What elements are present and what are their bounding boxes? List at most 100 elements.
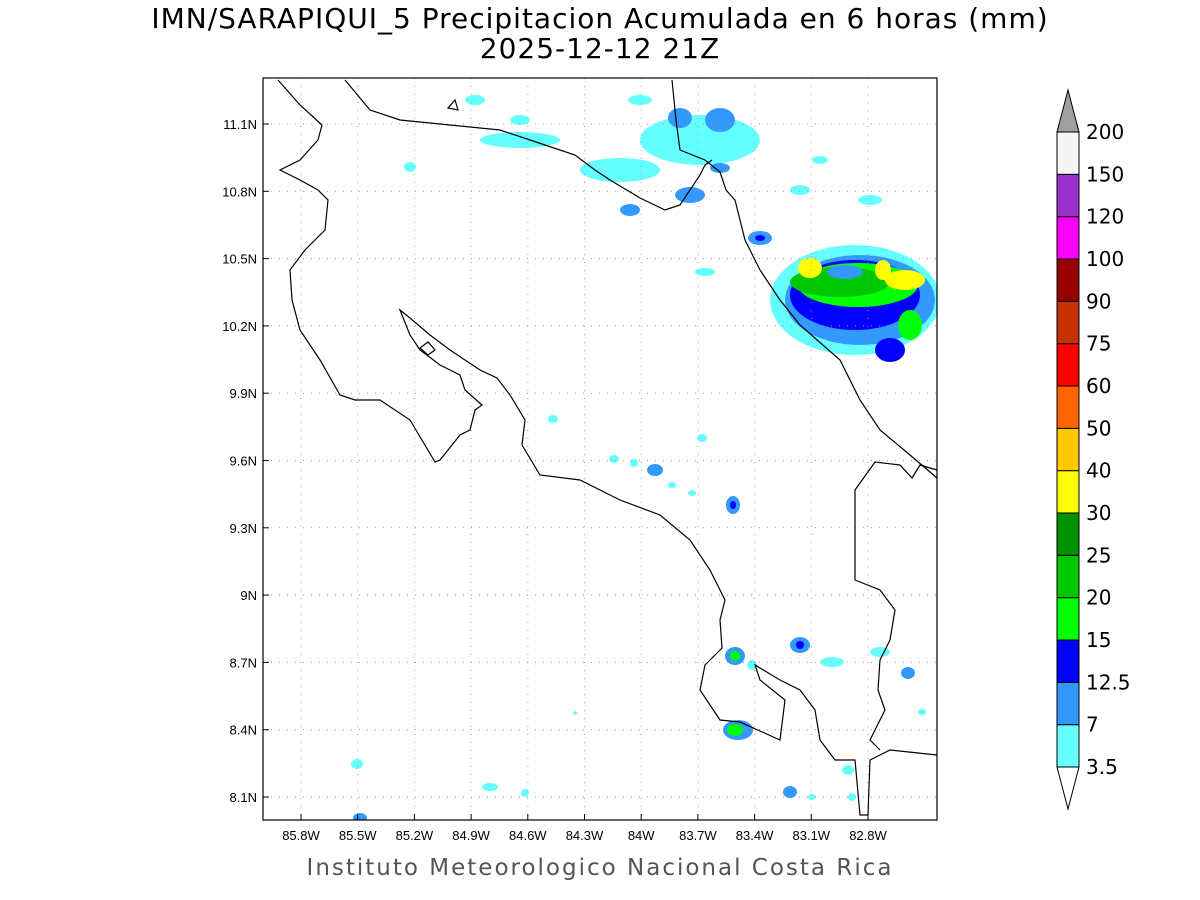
precipitation-area [827,265,863,279]
colorbar-swatch [1056,554,1080,599]
precipitation-area [870,647,890,657]
precipitation-area [858,195,882,205]
colorbar-label: 200 [1086,120,1124,144]
nicaragua-border [344,79,713,211]
colorbar-label: 3.5 [1086,755,1118,779]
colorbar-swatch [1056,512,1080,556]
x-tick-label: 83.4W [736,828,774,843]
colorbar-swatch [1056,639,1080,683]
colorbar-label: 7 [1086,713,1099,737]
colorbar-swatch [1056,258,1080,302]
x-tick-label: 83.1W [793,828,831,843]
y-tick-label: 10.5N [222,252,257,267]
caribbean-coastline [671,79,938,479]
colorbar-label: 25 [1086,543,1111,567]
y-tick-label: 9.9N [230,386,257,401]
colorbar-swatch [1056,470,1080,514]
colorbar-swatch [1056,724,1080,768]
panama-border [854,461,938,580]
y-tick-label: 11.1N [223,117,257,132]
precipitation-area [695,268,715,276]
colorbar-label: 100 [1086,247,1124,271]
colorbar-label: 60 [1086,374,1111,398]
precipitation-area [697,434,707,442]
x-tick-label: 83.7W [679,828,717,843]
colorbar-over-arrow [1056,88,1080,133]
colorbar-label: 90 [1086,289,1111,313]
precipitation-area [580,158,660,182]
grid-lines [263,78,937,820]
lake-outline [419,341,436,356]
colorbar-swatch [1056,131,1080,175]
y-tick-label: 8.1N [230,790,257,805]
precipitation-area [783,786,797,798]
precipitation-field [351,95,937,820]
precipitation-area [796,641,804,649]
colorbar-label: 30 [1086,501,1111,525]
x-tick-label: 84.9W [452,828,490,843]
precipitation-area [353,813,367,820]
colorbar-swatch [1056,597,1080,641]
precipitation-area [730,651,740,661]
colorbar-swatch [1056,681,1080,726]
precipitation-area [848,793,856,801]
precipitation-area [755,235,765,241]
colorbar-label: 40 [1086,459,1111,483]
y-tick-label: 8.7N [230,655,257,670]
y-tick-label: 8.4N [230,723,257,738]
x-tick-label: 84W [628,828,655,843]
precipitation-area [790,185,810,195]
x-tick-label: 85.5W [339,828,377,843]
colorbar-label: 75 [1086,332,1111,356]
precipitation-area [875,338,905,362]
precipitation-area [710,163,730,173]
colorbar-label: 20 [1086,586,1111,610]
precipitation-area [548,415,558,423]
x-axis-ticks: 85.8W 85.5W 85.2W 84.9W 84.6W 84.3W 84W 83.7W 83… [282,814,888,843]
precipitation-area [898,310,922,340]
precipitation-area [842,765,854,775]
precipitation-area [628,95,652,105]
precipitation-area [647,464,663,476]
x-tick-label: 82.8W [849,828,887,843]
precipitation-area [465,95,485,105]
map-frame [262,77,938,821]
y-tick-label: 10.2N [222,319,257,334]
precipitation-area [798,258,822,278]
panama-coast [854,579,896,751]
pacific-coastline [277,79,938,816]
colorbar: 3.5 7 12.5 15 20 25 30 40 50 60 75 90 100 120 150 200 [1056,88,1131,811]
island-outline [446,98,459,111]
precipitation-area [521,789,529,797]
colorbar-label: 12.5 [1086,670,1131,694]
precipitation-area [573,711,577,715]
precipitation-area [404,162,416,172]
colorbar-label: 15 [1086,628,1111,652]
colorbar-swatch [1056,343,1080,387]
precipitation-area [482,783,498,791]
precipitation-area [668,482,676,488]
colorbar-label: 50 [1086,416,1111,440]
y-axis-ticks: 11.1N 10.8N 10.5N 10.2N 9.9N 9.6N 9.3N 9N 8.7N 8.… [222,117,269,805]
precipitation-area [668,108,692,128]
colorbar-swatch [1056,300,1080,345]
colorbar-swatch [1056,385,1080,429]
colorbar-label: 150 [1086,162,1124,186]
precipitation-area [688,490,696,496]
precipitation-area [620,204,640,216]
colorbar-under-arrow [1056,766,1080,811]
x-tick-label: 84.6W [509,828,547,843]
map-title: IMN/SARAPIQUI_5 Precipitacion Acumulada … [151,2,1049,35]
precipitation-area [808,794,816,800]
precipitation-area [609,455,619,463]
precipitation-area [480,132,560,148]
colorbar-label: 120 [1086,205,1124,229]
colorbar-swatch [1056,173,1080,218]
x-tick-label: 85.2W [396,828,434,843]
map-valid-time: 2025-12-12 21Z [479,32,721,65]
precipitation-area [510,115,530,125]
precipitation-area [730,501,736,509]
y-tick-label: 9N [240,588,257,603]
precipitation-area [875,260,891,280]
